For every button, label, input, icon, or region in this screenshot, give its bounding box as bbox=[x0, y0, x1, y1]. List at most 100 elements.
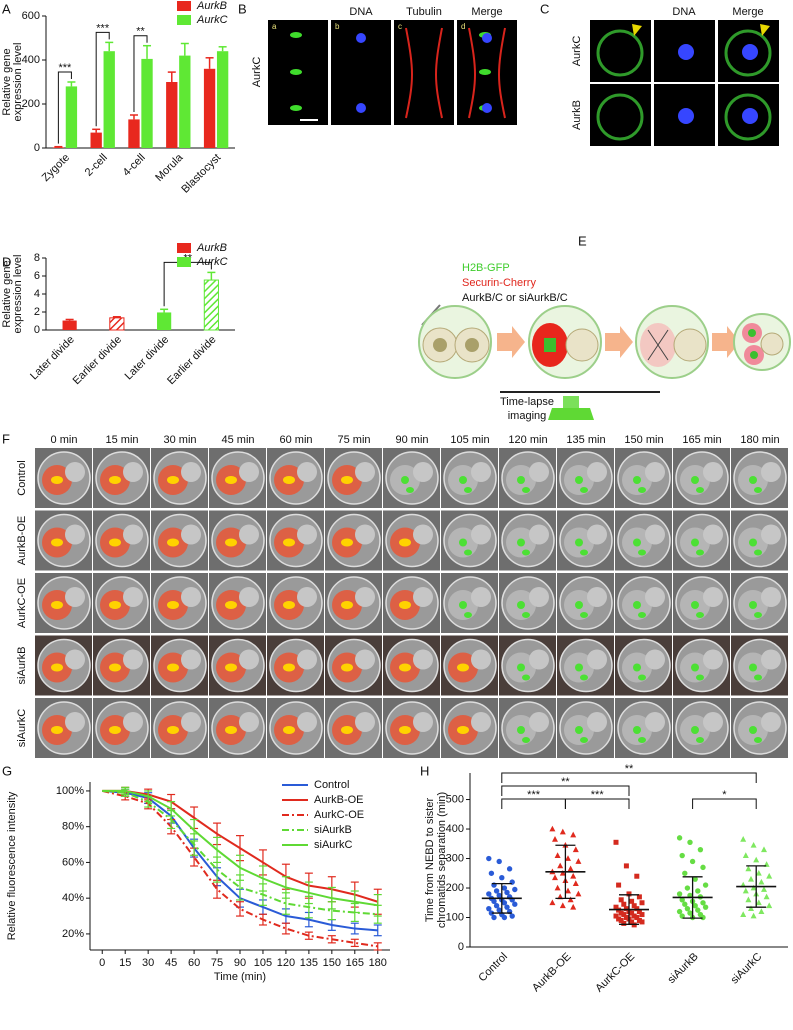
chromatin bbox=[754, 737, 762, 743]
chromatin bbox=[749, 538, 757, 547]
point bbox=[570, 831, 577, 838]
panel-letter: B bbox=[238, 1, 247, 16]
panel-letter: D bbox=[2, 254, 11, 269]
chromatin bbox=[575, 601, 583, 609]
chromatin bbox=[464, 549, 472, 556]
nucleus bbox=[433, 338, 447, 352]
significance-bracket bbox=[501, 772, 757, 783]
chromatin bbox=[754, 674, 762, 681]
point bbox=[552, 874, 558, 881]
x-tick-label: 60 bbox=[188, 957, 200, 969]
chromatin bbox=[283, 538, 295, 547]
cell bbox=[587, 462, 607, 482]
chromatin bbox=[633, 601, 641, 609]
chromatin bbox=[517, 601, 525, 609]
y-tick-label: 6 bbox=[34, 270, 40, 282]
cell bbox=[645, 587, 665, 607]
point bbox=[491, 898, 497, 904]
point bbox=[676, 908, 683, 915]
imaging-label: Time-lapse bbox=[500, 396, 554, 408]
signal bbox=[678, 44, 694, 60]
point bbox=[636, 917, 642, 923]
cell bbox=[529, 524, 549, 545]
point bbox=[559, 869, 566, 876]
chromatin bbox=[575, 663, 583, 672]
chromatin bbox=[696, 549, 704, 556]
point bbox=[695, 888, 701, 894]
cell bbox=[181, 649, 201, 670]
x-tick-label: 45 bbox=[165, 957, 177, 969]
schematic bbox=[418, 304, 791, 420]
y-tick-label: 400 bbox=[22, 54, 40, 66]
x-tick-label: 165 bbox=[346, 957, 364, 969]
chromatin bbox=[283, 726, 295, 734]
chromatin bbox=[283, 663, 295, 672]
chromatin bbox=[109, 538, 121, 547]
x-tick-label: 90 bbox=[234, 957, 246, 969]
chromatin bbox=[225, 476, 237, 484]
time-label: 0 min bbox=[51, 434, 78, 446]
column-header: DNA bbox=[672, 6, 696, 18]
point bbox=[486, 855, 492, 862]
point bbox=[506, 866, 513, 872]
chromatin bbox=[575, 538, 583, 547]
point bbox=[758, 878, 765, 885]
panel-letter: A bbox=[2, 1, 11, 16]
point bbox=[740, 836, 747, 842]
x-tick-label: Zygote bbox=[40, 152, 72, 184]
chromatin bbox=[691, 601, 699, 609]
cell bbox=[471, 587, 491, 607]
bar bbox=[52, 147, 65, 148]
time-label: 135 min bbox=[566, 434, 605, 446]
chromatin bbox=[341, 476, 353, 484]
panel-letter: C bbox=[540, 1, 549, 16]
objective bbox=[548, 408, 594, 420]
cell bbox=[297, 524, 317, 545]
x-tick-label: siAurkC bbox=[729, 951, 765, 987]
point bbox=[689, 858, 696, 865]
panel-letter: E bbox=[578, 233, 587, 248]
point bbox=[626, 891, 632, 897]
bar bbox=[166, 82, 178, 148]
chromosomes bbox=[544, 338, 556, 352]
nucleus bbox=[748, 329, 756, 337]
point bbox=[552, 836, 558, 842]
bar bbox=[179, 55, 191, 148]
significance-label: ** bbox=[625, 763, 634, 775]
chromatin bbox=[399, 538, 411, 547]
point bbox=[491, 914, 497, 921]
point bbox=[488, 870, 495, 876]
bar bbox=[216, 51, 229, 149]
point bbox=[631, 913, 637, 919]
row-label: AurkB-OE bbox=[16, 516, 28, 566]
point bbox=[702, 882, 709, 888]
panel-letter: G bbox=[2, 763, 12, 778]
point bbox=[618, 917, 624, 923]
bar bbox=[128, 119, 140, 148]
point bbox=[676, 891, 683, 897]
cell bbox=[565, 328, 599, 362]
chromatin bbox=[401, 476, 409, 484]
panel-letter: F bbox=[2, 431, 10, 446]
arrow bbox=[712, 326, 740, 358]
column-header: Merge bbox=[732, 6, 763, 18]
time-label: 165 min bbox=[682, 434, 721, 446]
point bbox=[679, 897, 685, 903]
x-tick-label: Later divide bbox=[28, 334, 77, 383]
x-tick-label: 105 bbox=[254, 957, 272, 969]
cell bbox=[471, 712, 491, 732]
bar bbox=[157, 312, 172, 330]
legend-swatch bbox=[177, 1, 191, 11]
legend-label: AurkC bbox=[196, 14, 228, 26]
chromatin bbox=[691, 726, 699, 734]
point bbox=[634, 873, 640, 879]
chromatin bbox=[51, 663, 63, 672]
signal bbox=[356, 33, 366, 43]
point bbox=[740, 911, 747, 917]
cell bbox=[297, 649, 317, 670]
point bbox=[750, 841, 757, 848]
point bbox=[501, 885, 508, 891]
x-axis-label: Time (min) bbox=[214, 971, 266, 983]
row-label: AurkC bbox=[251, 57, 263, 88]
